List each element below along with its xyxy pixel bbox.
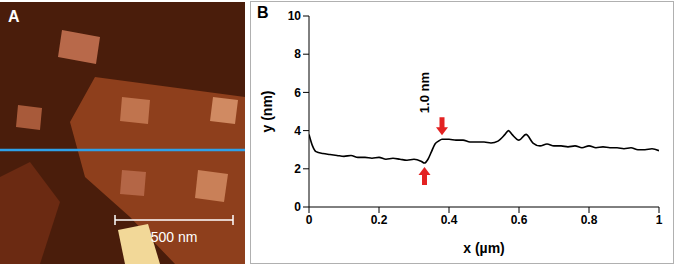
svg-text:4: 4 — [294, 124, 301, 138]
svg-text:10: 10 — [288, 9, 302, 23]
svg-text:0: 0 — [294, 200, 301, 214]
svg-text:0: 0 — [306, 213, 313, 227]
svg-text:1.0 nm: 1.0 nm — [417, 72, 432, 113]
svg-text:y (nm): y (nm) — [259, 91, 275, 133]
html-text:B: B — [257, 4, 269, 21]
svg-text:x (µm): x (µm) — [463, 240, 505, 256]
svg-text:0.8: 0.8 — [581, 213, 598, 227]
svg-text:2: 2 — [294, 162, 301, 176]
svg-text:0.2: 0.2 — [371, 213, 388, 227]
svg-text:0.6: 0.6 — [511, 213, 528, 227]
svg-text:1: 1 — [656, 213, 663, 227]
svg-text:0.4: 0.4 — [441, 213, 458, 227]
svg-text:500 nm: 500 nm — [151, 229, 198, 245]
svg-text:A: A — [8, 8, 20, 25]
svg-text:8: 8 — [294, 47, 301, 61]
svg-text:6: 6 — [294, 86, 301, 100]
